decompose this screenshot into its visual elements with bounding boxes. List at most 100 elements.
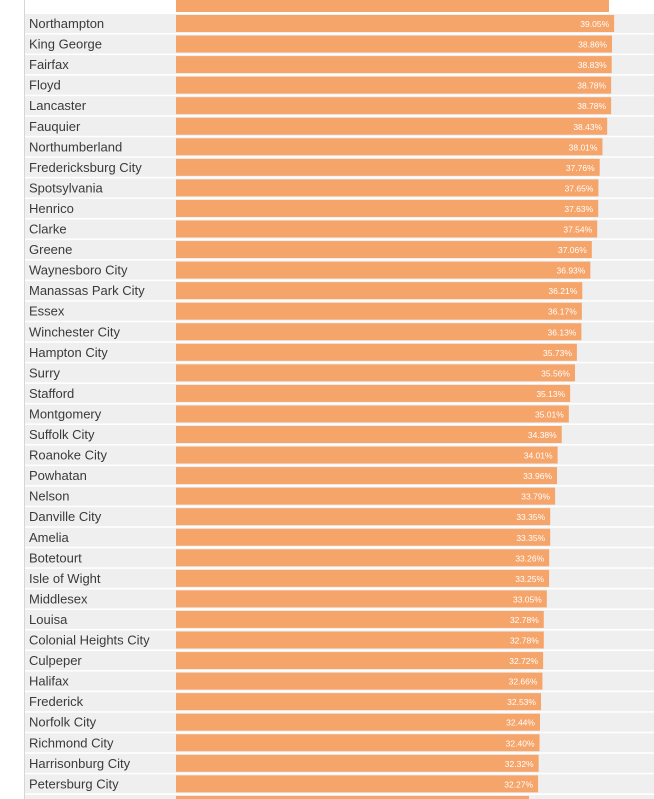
bar[interactable]: [176, 56, 612, 74]
value-label: 37.06%: [558, 245, 587, 255]
category-label: Roanoke City: [29, 448, 108, 463]
category-label: Halifax: [29, 674, 69, 689]
bar[interactable]: [176, 487, 556, 505]
category-label: Northumberland: [29, 139, 122, 154]
value-label: 37.65%: [565, 183, 594, 193]
category-label: Isle of Wight: [29, 571, 101, 586]
bar[interactable]: [176, 343, 577, 361]
value-label: 32.44%: [506, 718, 535, 728]
bar-partial-bottom: [176, 795, 529, 799]
bar[interactable]: [176, 15, 615, 32]
category-label: Waynesboro City: [29, 263, 128, 278]
bar[interactable]: [176, 97, 612, 115]
bar[interactable]: [176, 590, 547, 608]
bar[interactable]: [176, 384, 571, 402]
category-label: Powhatan: [29, 468, 87, 483]
category-label: Middlesex: [29, 591, 88, 606]
category-label: Northampton: [29, 16, 104, 31]
value-label: 38.01%: [569, 142, 598, 152]
bar[interactable]: [176, 405, 569, 423]
value-label: 32.27%: [504, 779, 533, 789]
value-label: 33.35%: [516, 533, 545, 543]
value-label: 38.86%: [578, 40, 607, 50]
category-label: Clarke: [29, 222, 67, 237]
category-label: Richmond City: [29, 735, 114, 750]
bar[interactable]: [176, 241, 592, 259]
value-label: 32.72%: [509, 656, 538, 666]
bar[interactable]: [176, 652, 544, 670]
category-label: Amelia: [29, 530, 70, 545]
value-label: 35.56%: [541, 368, 570, 378]
value-label: 36.21%: [548, 286, 577, 296]
category-label: Harrisonburg City: [29, 756, 131, 771]
bar[interactable]: [176, 610, 544, 628]
value-label: 35.73%: [543, 348, 572, 358]
value-label: 37.54%: [563, 225, 592, 235]
bar[interactable]: [176, 302, 582, 320]
value-label: 35.01%: [535, 409, 564, 419]
bar[interactable]: [176, 693, 541, 711]
value-label: 38.83%: [578, 60, 607, 70]
category-label: Nelson: [29, 489, 69, 504]
bar[interactable]: [176, 179, 599, 197]
category-label: Greene: [29, 242, 72, 257]
category-label: Frederick: [29, 694, 84, 709]
value-label: 32.53%: [507, 697, 536, 707]
value-label: 34.38%: [528, 430, 557, 440]
bar[interactable]: [176, 775, 539, 793]
category-label: Spotsylvania: [29, 180, 103, 195]
value-label: 33.26%: [515, 553, 544, 563]
value-label: 33.96%: [523, 471, 552, 481]
bar-partial-top: [176, 0, 609, 12]
bar[interactable]: [176, 35, 613, 53]
value-label: 32.32%: [505, 759, 534, 769]
category-label: Suffolk City: [29, 427, 95, 442]
category-label: Lancaster: [29, 98, 87, 113]
bar[interactable]: [176, 467, 558, 485]
value-label: 33.05%: [513, 594, 542, 604]
category-label: Essex: [29, 304, 65, 319]
value-label: 32.40%: [506, 738, 535, 748]
value-label: 38.43%: [573, 122, 602, 132]
bar[interactable]: [176, 138, 603, 156]
bar[interactable]: [176, 261, 591, 279]
value-label: 33.25%: [515, 574, 544, 584]
value-label: 36.13%: [548, 327, 577, 337]
bar[interactable]: [176, 199, 599, 217]
bar[interactable]: [176, 569, 550, 587]
category-label: Fauquier: [29, 119, 81, 134]
bar[interactable]: [176, 323, 582, 341]
bar[interactable]: [176, 754, 539, 772]
value-label: 32.78%: [510, 615, 539, 625]
category-label: Louisa: [29, 612, 68, 627]
bar[interactable]: [176, 282, 583, 300]
category-label: Floyd: [29, 78, 61, 93]
bar[interactable]: [176, 220, 598, 238]
bar[interactable]: [176, 672, 543, 690]
bar[interactable]: [176, 426, 562, 443]
bar[interactable]: [176, 549, 550, 567]
category-label: King George: [29, 37, 102, 52]
value-label: 36.93%: [557, 266, 586, 276]
category-label: Winchester City: [29, 324, 121, 339]
value-label: 38.78%: [577, 101, 606, 111]
bar[interactable]: [176, 508, 551, 526]
bar[interactable]: [176, 528, 551, 546]
category-label: Petersburg City: [29, 776, 119, 791]
bar[interactable]: [176, 76, 612, 94]
value-label: 39.05%: [580, 19, 609, 29]
category-label: Norfolk City: [29, 715, 97, 730]
value-label: 32.78%: [510, 636, 539, 646]
bar[interactable]: [176, 631, 544, 649]
bar[interactable]: [176, 734, 540, 752]
bar[interactable]: [176, 446, 558, 464]
bar[interactable]: [176, 713, 540, 731]
category-label: Culpeper: [29, 653, 82, 668]
value-label: 34.01%: [524, 451, 553, 461]
category-label: Colonial Heights City: [29, 633, 150, 648]
bar[interactable]: [176, 158, 600, 176]
bar[interactable]: [176, 117, 608, 135]
bar[interactable]: [176, 364, 575, 382]
category-label: Fredericksburg City: [29, 160, 142, 175]
